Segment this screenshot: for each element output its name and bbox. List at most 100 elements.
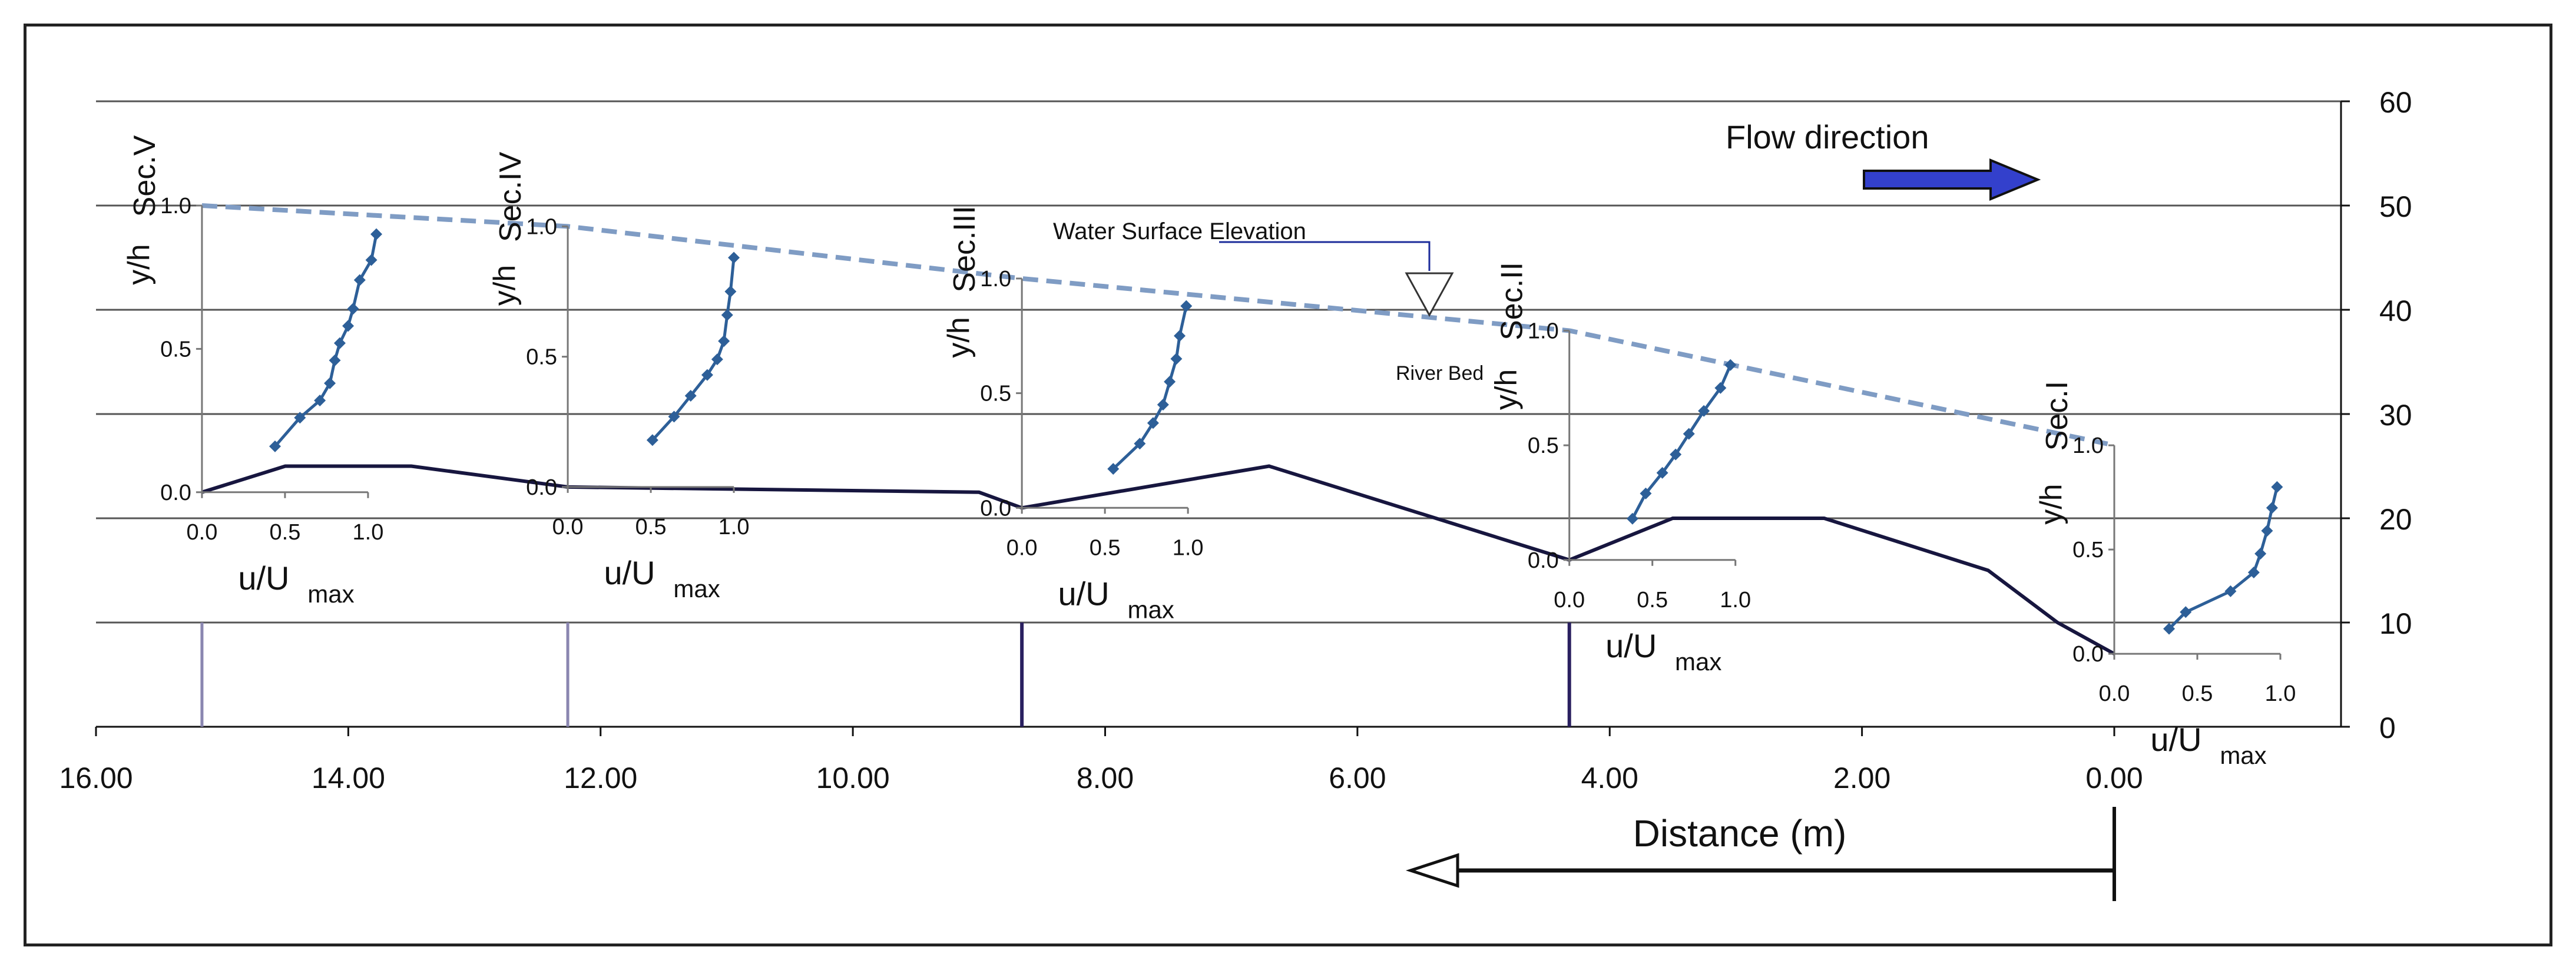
profile-point	[1683, 428, 1695, 440]
inset-x-tick-label: 1.0	[1720, 588, 1751, 613]
inset-y-tick-label: 0.0	[2072, 642, 2104, 667]
water-surface-symbol	[1405, 272, 1454, 317]
profile-point	[2261, 525, 2273, 537]
profile-point	[2254, 548, 2267, 560]
inset-y-tick-label: 0.5	[160, 337, 191, 362]
profile-point	[1698, 405, 1710, 417]
profile-point	[646, 434, 658, 446]
inset-y-tick-label: 1.0	[160, 194, 191, 219]
series-lines	[201, 203, 2115, 656]
flow-direction-label: Flow direction	[1726, 118, 1929, 155]
profile-point	[684, 390, 697, 402]
profile-point	[668, 410, 680, 423]
profile-point	[347, 303, 359, 315]
inset-y-tick-label: 1.0	[526, 214, 557, 239]
profile-point	[2224, 585, 2237, 597]
profile-point	[1640, 487, 1652, 499]
section-name: Sec.V	[128, 135, 162, 217]
inset-y-tick-label: 0.0	[980, 496, 1011, 521]
inset-x-tick-label: 0.5	[635, 515, 667, 539]
inset-x-tick-label: 1.0	[719, 515, 750, 539]
section-name: Sec.I	[2040, 381, 2074, 451]
profile-point	[333, 337, 346, 349]
profile-point	[724, 286, 737, 298]
profile-point	[1656, 466, 1668, 479]
x-tick-label-0.00: 0.00	[2085, 762, 2143, 794]
river-bed-label: River Bed	[1396, 362, 1484, 385]
profile-point	[728, 251, 740, 264]
inset-ylabel: y/h	[488, 265, 522, 306]
y-tick-label-20: 20	[2379, 503, 2412, 536]
inset-ylabel: y/h	[942, 317, 976, 357]
inset-x-tick-label: 1.0	[353, 520, 384, 545]
water-surface-label: Water Surface Elevation	[1053, 219, 1306, 244]
inset-x-tick-label: 1.0	[2265, 681, 2296, 706]
profile-point	[1157, 399, 1169, 411]
inset-ylabel: y/h	[122, 244, 156, 284]
inset-x-tick-label: 0.0	[1006, 535, 1038, 560]
y-tick-label-10: 10	[2379, 607, 2412, 640]
axes: 0 10 20 30 40 50 60 16.00 14.00 12.00 10.00 8.00 6.0…	[59, 86, 2412, 794]
profile-line	[651, 257, 736, 441]
profile-point	[342, 320, 355, 332]
y-tick-label-40: 40	[2379, 294, 2412, 327]
x-tick-label-12.00: 12.00	[564, 762, 637, 794]
x-tick-label-10.00: 10.00	[816, 762, 890, 794]
y-tick-label-60: 60	[2379, 86, 2412, 119]
inset-xlabel: u/U	[1605, 627, 1657, 664]
profile-line	[1631, 364, 1732, 519]
y-tick-label-50: 50	[2379, 190, 2412, 223]
inset-xlabel: u/U	[238, 560, 289, 597]
figure-frame	[24, 24, 2552, 946]
inset-y-tick-label: 1.0	[2072, 433, 2104, 458]
inset-ylabel: y/h	[2034, 484, 2068, 524]
profile-point	[2271, 481, 2283, 493]
section-name: Sec.II	[1495, 262, 1529, 340]
inset-y-tick-label: 1.0	[980, 267, 1011, 292]
water-surface-leader	[1219, 241, 1431, 271]
profile-point	[324, 377, 336, 389]
y-tick-label-30: 30	[2379, 399, 2412, 432]
profile-point	[370, 228, 383, 240]
x-tick-label-16.00: 16.00	[59, 762, 133, 794]
profile-point	[294, 412, 306, 424]
distance-arrow-head	[1405, 853, 1459, 888]
inset-y-tick-label: 0.5	[2072, 538, 2104, 562]
section-name: Sec.IV	[494, 151, 528, 241]
inset-ylabel: y/h	[1489, 369, 1524, 410]
inset-x-tick-label: 1.0	[1173, 535, 1204, 560]
inset-xlabel: u/U	[2150, 721, 2201, 758]
profile-line	[1112, 306, 1188, 470]
profile-Sec.I: 0.0 0.5 1.0 0.0 0.5 1.0 y/h Sec.I u/U max	[2034, 381, 2296, 769]
x-tick-label-6.00: 6.00	[1329, 762, 1386, 794]
profile-Sec.IV: 0.0 0.5 1.0 0.0 0.5 1.0 y/h Sec.IV u/U max	[488, 151, 749, 602]
inset-y-tick-label: 0.5	[526, 345, 557, 370]
section-name: Sec.III	[948, 206, 982, 292]
profile-point	[314, 394, 326, 406]
inset-xlabel-sub: max	[673, 575, 720, 602]
inset-y-tick-label: 0.0	[1528, 548, 1559, 573]
inset-y-tick-label: 0.0	[526, 475, 557, 500]
profile-point	[269, 440, 281, 452]
profile-point	[701, 369, 713, 381]
profile-point	[721, 309, 733, 321]
profile-point	[365, 254, 378, 266]
inset-x-tick-label: 0.0	[2099, 681, 2130, 706]
profile-point	[1670, 448, 1682, 461]
river-bed-line	[201, 464, 2115, 656]
inset-x-tick-label: 0.0	[1554, 588, 1585, 613]
profile-point	[329, 354, 341, 366]
x-tick-label-14.00: 14.00	[312, 762, 385, 794]
profile-point	[2247, 567, 2260, 579]
profile-point	[1134, 438, 1146, 450]
profile-point	[1164, 376, 1176, 388]
inset-x-tick-label: 0.0	[552, 515, 584, 539]
inset-x-tick-label: 0.5	[270, 520, 301, 545]
inset-xlabel: u/U	[604, 554, 655, 591]
inset-xlabel-sub: max	[307, 580, 354, 608]
inset-y-tick-label: 0.0	[160, 481, 191, 505]
inset-y-tick-label: 1.0	[1528, 319, 1559, 343]
